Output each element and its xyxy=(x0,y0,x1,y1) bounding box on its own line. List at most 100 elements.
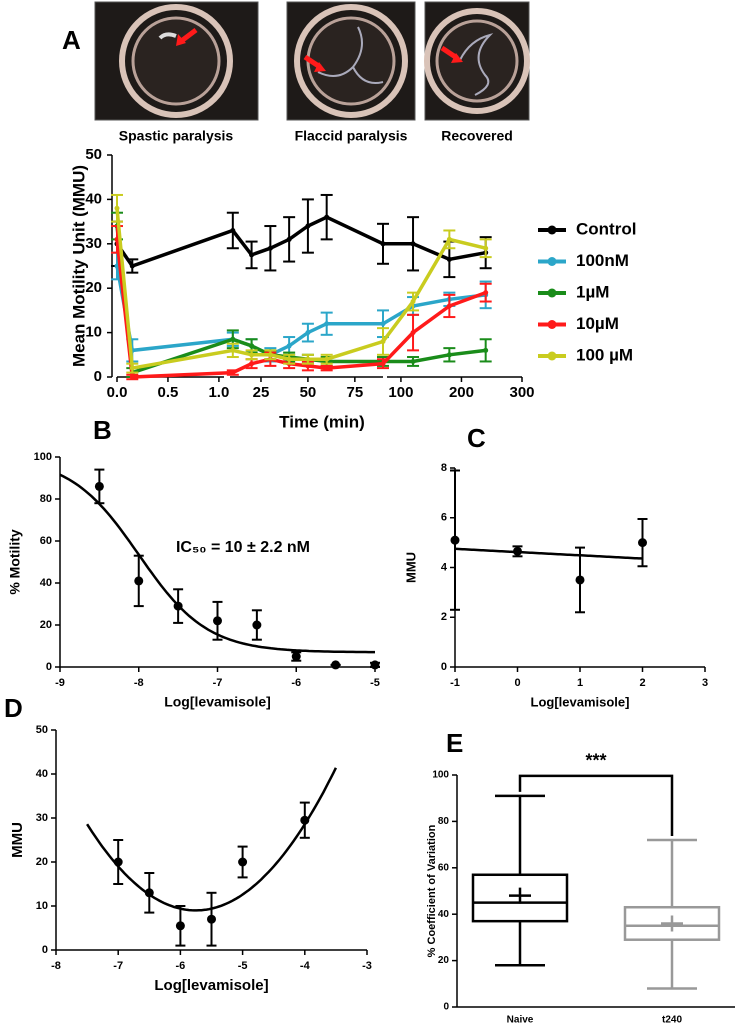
y-tick-label: 20 xyxy=(36,856,48,868)
x-tick-label: -5 xyxy=(370,677,380,689)
x-tick-label: 0.5 xyxy=(158,384,179,401)
data-point xyxy=(331,660,341,670)
legend-marker xyxy=(547,225,557,235)
y-tick-label: 40 xyxy=(40,577,52,589)
legend-marker xyxy=(547,320,557,329)
data-point xyxy=(410,330,416,336)
mean-marker xyxy=(509,887,531,904)
box xyxy=(623,905,721,941)
y-axis-label: % Coefficient of Variation xyxy=(426,824,438,957)
data-point xyxy=(410,299,416,305)
y-tick-label: 80 xyxy=(438,816,450,827)
data-point xyxy=(513,546,522,556)
x-tick-label: -4 xyxy=(300,960,311,972)
legend-label: Control xyxy=(576,219,636,238)
y-tick-label: 20 xyxy=(40,619,52,631)
data-point xyxy=(305,223,311,229)
y-tick-label: 50 xyxy=(36,724,48,736)
x-tick-label: -5 xyxy=(238,960,248,972)
x-tick-label: -6 xyxy=(176,960,186,972)
legend-marker xyxy=(547,257,557,266)
x-tick-label: -6 xyxy=(291,677,301,689)
data-point xyxy=(286,356,292,362)
legend-marker xyxy=(547,288,557,298)
data-point xyxy=(238,857,248,867)
x-axis-label: Time (min) xyxy=(279,412,365,431)
data-point xyxy=(129,263,135,269)
data-point xyxy=(249,343,255,349)
x-tick-label: t240 xyxy=(662,1015,682,1026)
data-point xyxy=(230,370,236,376)
y-tick-label: 40 xyxy=(438,909,450,920)
data-point xyxy=(324,365,330,371)
fit-curve xyxy=(86,767,338,912)
x-axis-label: Log[levamisole] xyxy=(164,694,271,710)
data-point xyxy=(305,356,311,362)
y-tick-label: 20 xyxy=(85,279,102,296)
y-tick-label: 10 xyxy=(85,324,102,341)
data-point xyxy=(94,481,104,491)
data-point xyxy=(249,352,255,358)
panel-label: E xyxy=(446,728,463,758)
data-point xyxy=(300,815,310,825)
y-tick-label: 6 xyxy=(441,512,447,524)
x-tick-label: 1.0 xyxy=(208,384,229,401)
data-point xyxy=(249,252,255,258)
data-point xyxy=(230,336,236,342)
data-point xyxy=(483,347,489,353)
data-point xyxy=(446,352,452,358)
y-tick-label: 40 xyxy=(36,768,48,780)
mean-marker xyxy=(661,915,683,932)
photo-caption: Recovered xyxy=(441,128,513,144)
x-tick-label: -7 xyxy=(113,960,123,972)
x-tick-label: 0 xyxy=(514,677,520,689)
data-point xyxy=(446,303,452,309)
legend-label: 10µM xyxy=(576,314,619,333)
series-line xyxy=(115,215,487,269)
y-tick-label: 0 xyxy=(42,944,48,956)
data-point xyxy=(129,365,135,371)
y-tick-label: 80 xyxy=(40,493,52,505)
annotation: IC₅₀ = 10 ± 2.2 nM xyxy=(176,539,310,556)
x-axis-label: Log[levamisole] xyxy=(531,694,630,709)
data-point xyxy=(144,888,154,898)
y-tick-label: 100 xyxy=(432,770,449,781)
data-point xyxy=(380,361,386,367)
data-point xyxy=(483,245,489,251)
x-axis-label: Log[levamisole] xyxy=(154,977,268,994)
series-line xyxy=(115,239,487,379)
x-tick-label: 75 xyxy=(346,384,363,401)
legend-label: 100 µM xyxy=(576,345,633,364)
significance-label: *** xyxy=(585,751,606,771)
significance-bracket xyxy=(518,774,674,836)
data-point xyxy=(410,358,416,364)
data-point xyxy=(113,857,123,867)
y-tick-label: 20 xyxy=(438,955,450,966)
x-tick-label: 200 xyxy=(449,384,474,401)
y-tick-label: 0 xyxy=(94,368,102,385)
x-tick-label: -1 xyxy=(450,677,460,689)
x-tick-label: -9 xyxy=(55,677,65,689)
data-point xyxy=(230,347,236,353)
data-point xyxy=(370,660,380,670)
y-tick-label: 2 xyxy=(441,611,447,623)
panel-label: D xyxy=(4,693,23,723)
series-line xyxy=(115,208,487,371)
y-axis-label: Mean Motility Unit (MMU) xyxy=(69,165,88,367)
legend-label: 100nM xyxy=(576,251,629,270)
y-tick-label: 40 xyxy=(85,190,102,207)
data-point xyxy=(638,538,647,548)
data-point xyxy=(267,352,273,358)
data-point xyxy=(286,343,292,349)
panel-label: A xyxy=(62,25,81,55)
legend-label: 1µM xyxy=(576,282,609,301)
data-point xyxy=(410,241,416,247)
data-point xyxy=(446,236,452,242)
y-tick-label: 0 xyxy=(441,661,447,673)
photo xyxy=(286,1,416,121)
x-tick-label: -7 xyxy=(213,677,223,689)
y-tick-label: 60 xyxy=(40,535,52,547)
data-point xyxy=(252,620,262,630)
x-tick-label: -8 xyxy=(51,960,61,972)
